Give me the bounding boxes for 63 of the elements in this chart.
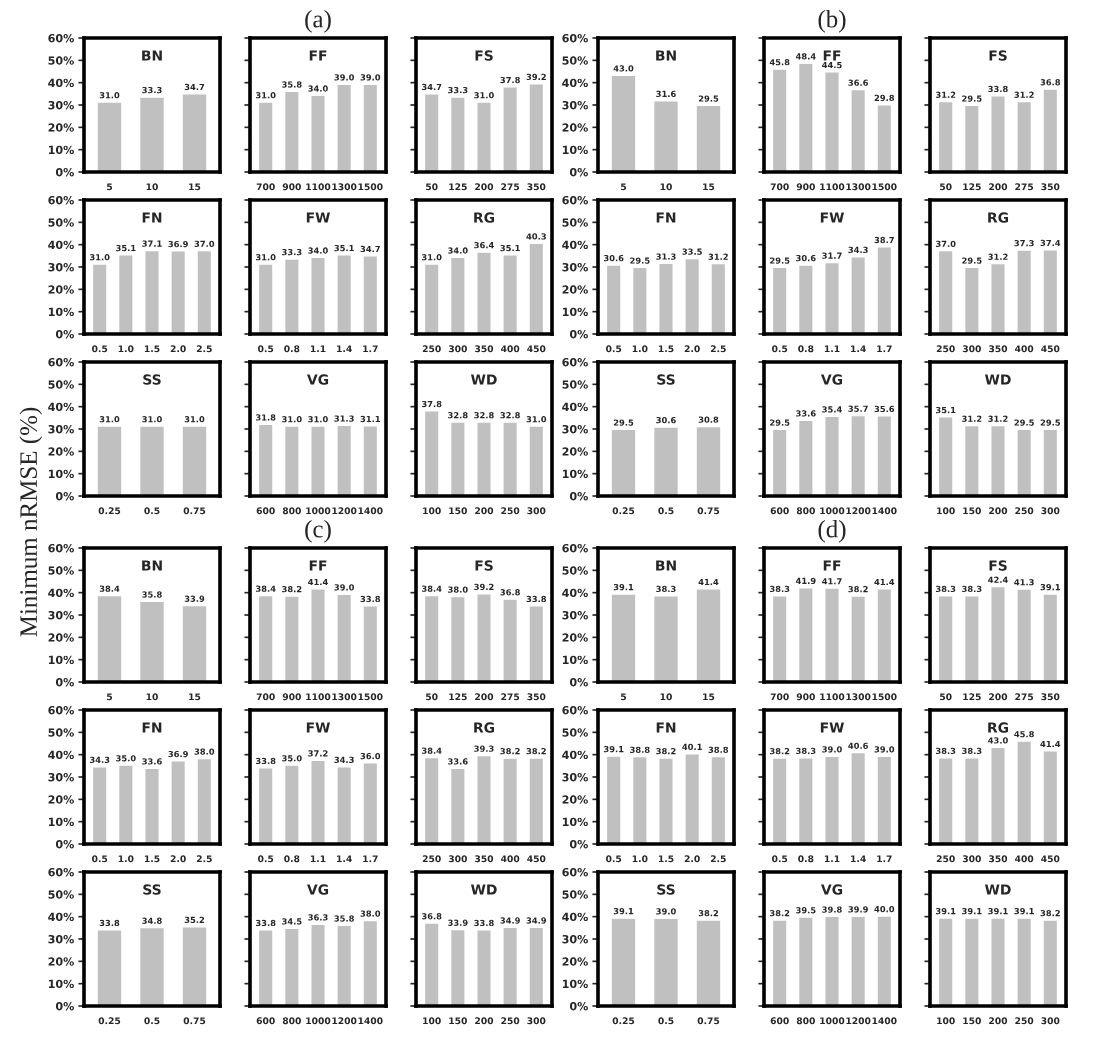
bar: [503, 87, 517, 172]
bar: [119, 255, 133, 334]
bar: [799, 420, 813, 496]
bar: [825, 72, 839, 172]
bar: [503, 255, 517, 334]
bar: [451, 258, 465, 334]
chart-subtitle: (d): [818, 519, 846, 543]
bar: [259, 596, 273, 682]
bar: [851, 90, 865, 172]
bar: [311, 96, 325, 172]
bar: [337, 594, 351, 682]
bar: [825, 263, 839, 334]
bar: [654, 101, 678, 172]
bar: [773, 69, 787, 172]
bar: [171, 251, 185, 334]
bar: [337, 84, 351, 172]
bar: [451, 97, 465, 172]
bar: [851, 257, 865, 334]
bar: [939, 758, 953, 844]
bar: [1043, 250, 1057, 334]
bar: [773, 430, 787, 496]
bar: [611, 75, 636, 172]
bar: [965, 268, 979, 334]
bar: [425, 264, 439, 334]
bar: [503, 758, 517, 844]
bar: [285, 596, 299, 682]
bar: [529, 84, 543, 172]
bar: [363, 606, 377, 682]
bar: [145, 251, 159, 334]
chart-subtitle: (a): [305, 9, 331, 33]
bar: [965, 758, 979, 844]
y-axis-title: Minimum nRMSE (%): [19, 407, 43, 637]
bar: [477, 102, 491, 172]
bar: [799, 265, 813, 334]
bar: [991, 747, 1005, 844]
bar: [1017, 250, 1031, 334]
bar: [877, 105, 891, 172]
bar: [93, 264, 107, 334]
bar: [425, 94, 439, 172]
chart-subtitle: (b): [818, 9, 846, 33]
bar: [991, 264, 1005, 334]
bar: [477, 756, 491, 844]
bar: [825, 416, 839, 496]
bar: [877, 247, 891, 334]
bar: [529, 244, 543, 334]
bar: [477, 252, 491, 334]
bar: [799, 63, 813, 172]
bar: [311, 589, 325, 682]
bar: [259, 102, 273, 172]
bar: [1043, 751, 1057, 844]
bar: [529, 758, 543, 844]
bar: [1017, 741, 1031, 844]
bar: [939, 251, 953, 334]
bar: [363, 84, 377, 172]
bar: [877, 416, 891, 496]
bar: [773, 268, 787, 334]
bar: [451, 768, 465, 844]
bar: [425, 758, 439, 844]
bar: [285, 92, 299, 172]
chart-subtitle: (c): [305, 519, 331, 543]
bar: [851, 416, 865, 496]
bar: [197, 251, 211, 334]
bar: [696, 106, 721, 172]
